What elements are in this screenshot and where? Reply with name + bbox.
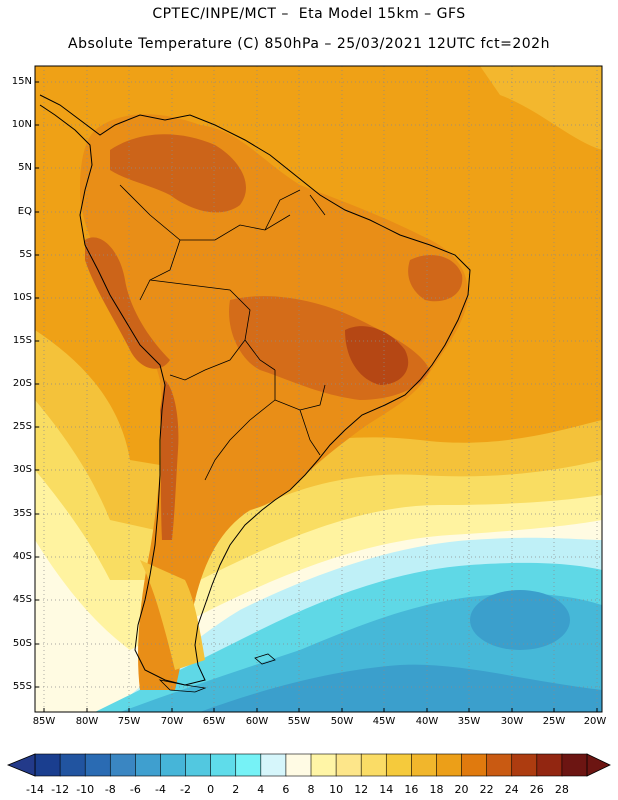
- colorbar-label: 18: [429, 783, 444, 796]
- colorbar-label: -2: [180, 783, 191, 796]
- colorbar-cell: [360, 753, 387, 777]
- map-frame: [34, 65, 603, 713]
- colorbar-cell: [84, 753, 111, 777]
- colorbar-label: 8: [307, 783, 315, 796]
- colorbar-cell: [486, 753, 513, 777]
- colorbar-cell: [160, 753, 187, 777]
- lat-label: 30S: [12, 464, 32, 475]
- lon-label: 50W: [330, 716, 354, 727]
- colorbar-cell: [109, 753, 136, 777]
- colorbar-cell: [260, 753, 287, 777]
- land-field: [80, 114, 469, 691]
- lat-label: 5N: [18, 162, 32, 173]
- colorbar-label: -10: [76, 783, 95, 796]
- colorbar-cell: [436, 753, 463, 777]
- colorbar-cell: [411, 753, 438, 777]
- map-title: CPTEC/INPE/MCT – Eta Model 15km – GFS: [152, 6, 466, 22]
- lon-label: 20W: [583, 716, 607, 727]
- colorbar-label: -4: [155, 783, 166, 796]
- colorbar-label: 2: [232, 783, 240, 796]
- country-borders: [119, 184, 326, 481]
- colorbar-cell: [210, 753, 237, 777]
- lat-label: 35S: [12, 508, 32, 519]
- lat-label: EQ: [17, 206, 32, 217]
- colorbar-label: -12: [51, 783, 70, 796]
- field-band-minus6: [200, 664, 602, 712]
- lon-label: 65W: [202, 716, 226, 727]
- colorbar-cell: [285, 753, 312, 777]
- colorbar-cell: [59, 753, 86, 777]
- tierra-del-fuego: [158, 679, 207, 693]
- falkland-islands: [254, 653, 276, 665]
- hot-patch-northeast: [408, 255, 463, 302]
- colorbar-cells: [34, 753, 588, 777]
- colorbar-cell: [310, 753, 337, 777]
- map-subtitle: Absolute Temperature (C) 850hPa – 25/03/…: [68, 36, 550, 52]
- lon-label: 35W: [457, 716, 481, 727]
- colorbar-cell: [185, 753, 212, 777]
- colorbar-cell: [461, 753, 488, 777]
- colorbar-label: -14: [26, 783, 44, 796]
- colorbar-cell: [561, 753, 588, 777]
- lat-label: 5S: [19, 249, 32, 260]
- colorbar-label: -6: [129, 783, 141, 796]
- colorbar-cell: [34, 753, 61, 777]
- colorbar-cell: [135, 753, 162, 777]
- coastline: [39, 94, 471, 686]
- colorbar-label: 0: [207, 783, 215, 796]
- lon-label: 80W: [75, 716, 99, 727]
- lon-label: 30W: [500, 716, 524, 727]
- lat-label: 25S: [12, 421, 32, 432]
- lat-label: 50S: [12, 638, 32, 649]
- colorbar-label: 16: [404, 783, 419, 796]
- hot-patch-north: [110, 134, 246, 213]
- colorbar-label: 28: [554, 783, 569, 796]
- lat-label: 40S: [12, 551, 32, 562]
- lon-label: 75W: [117, 716, 141, 727]
- colorbar-label: 24: [504, 783, 519, 796]
- colorbar-label: 26: [529, 783, 544, 796]
- colorbar-label: 4: [257, 783, 265, 796]
- lon-label: 85W: [32, 716, 56, 727]
- hot-patch-andes-north: [85, 237, 170, 369]
- colorbar-label: 14: [379, 783, 394, 796]
- colorbar: [6, 753, 611, 777]
- lat-label: 10S: [12, 292, 32, 303]
- lat-label: 15S: [12, 335, 32, 346]
- axis-ticks: [35, 81, 598, 712]
- temperature-field: [35, 66, 602, 712]
- field-cold-core: [470, 590, 570, 650]
- colorbar-cell: [511, 753, 538, 777]
- lon-label: 70W: [160, 716, 184, 727]
- colorbar-label: 10: [329, 783, 344, 796]
- colorbar-cell: [235, 753, 262, 777]
- field-ne-band: [480, 66, 602, 150]
- lon-label: 55W: [287, 716, 311, 727]
- lat-label: 45S: [12, 594, 32, 605]
- field-patagonia: [140, 560, 205, 670]
- colorbar-cell: [335, 753, 362, 777]
- colorbar-label: -8: [104, 783, 116, 796]
- lon-label: 25W: [542, 716, 566, 727]
- colorbar-cell: [536, 753, 563, 777]
- lat-label: 20S: [12, 378, 32, 389]
- lon-label: 40W: [415, 716, 439, 727]
- hot-patch-core: [345, 326, 409, 385]
- colorbar-min-arrow: [6, 753, 36, 777]
- lon-label: 45W: [372, 716, 396, 727]
- colorbar-label: 20: [454, 783, 469, 796]
- colorbar-label: 12: [354, 783, 369, 796]
- lat-label: 55S: [12, 681, 32, 692]
- lon-label: 60W: [245, 716, 269, 727]
- colorbar-label: 22: [479, 783, 494, 796]
- lat-label: 10N: [11, 119, 32, 130]
- colorbar-max-arrow: [586, 753, 611, 777]
- colorbar-label: 6: [282, 783, 290, 796]
- colorbar-cell: [385, 753, 412, 777]
- grid-lines: [35, 66, 602, 712]
- lat-label: 15N: [11, 76, 32, 87]
- hot-patch-andes-south: [160, 380, 179, 540]
